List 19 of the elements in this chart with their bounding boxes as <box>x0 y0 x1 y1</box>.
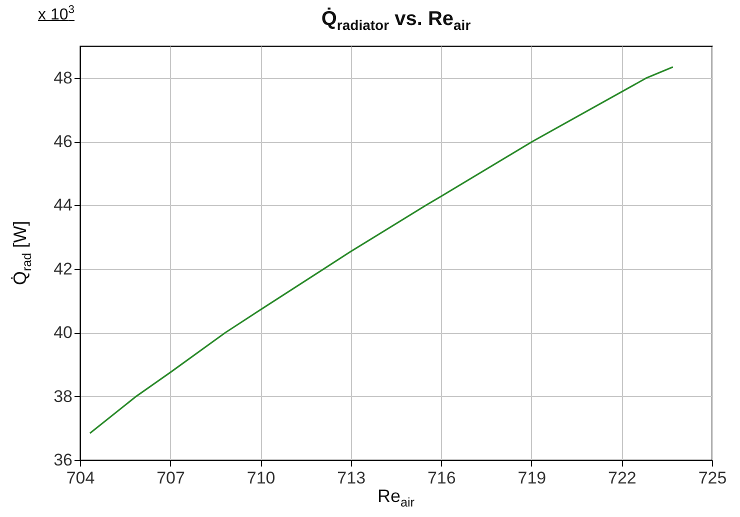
y-tick-label: 42 <box>54 259 72 278</box>
chart-title: Q̇$_{radiator}$ vs. Re$_{air}$ <box>320 8 472 33</box>
y-tick-label: 38 <box>54 386 72 406</box>
x-tick-label: 722 <box>608 468 636 488</box>
y-tick-label: 40 <box>54 323 72 342</box>
y-tick-label: 44 <box>54 196 72 215</box>
x-tick-label: 713 <box>337 468 366 488</box>
y-tick-label: 46 <box>54 132 72 152</box>
x-tick-label: 710 <box>246 468 276 488</box>
x-tick-label: 707 <box>156 468 185 488</box>
x-tick-label: 719 <box>518 468 546 488</box>
text: x 10$^{3}$ <box>38 4 74 24</box>
x-tick-label: 704 <box>66 468 95 488</box>
x-axis-title: Re$_{air}$ <box>376 486 416 510</box>
x-tick-label: 716 <box>427 468 456 488</box>
y-tick-label: 48 <box>54 68 72 88</box>
x-tick-label: 725 <box>698 468 727 488</box>
y-tick-label: 36 <box>54 450 72 470</box>
line-series <box>89 66 674 434</box>
